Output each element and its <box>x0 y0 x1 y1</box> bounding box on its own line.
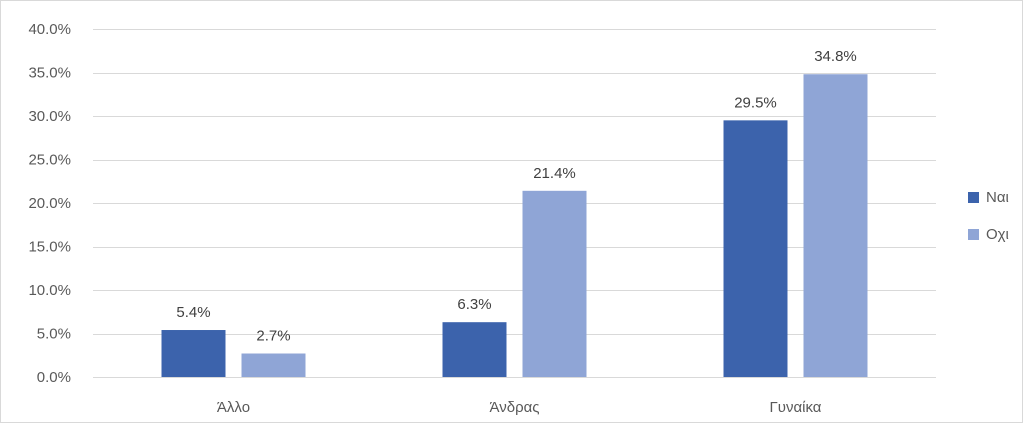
y-tick-label: 20.0% <box>28 195 71 212</box>
x-tick-label: Άνδρας <box>489 399 539 416</box>
y-tick-label: 25.0% <box>28 152 71 169</box>
y-tick-label: 40.0% <box>28 21 71 38</box>
legend-swatch <box>968 229 979 240</box>
data-label: 2.7% <box>256 328 290 345</box>
legend: Ναι Οχι <box>968 189 1009 243</box>
bar <box>724 120 788 377</box>
y-tick-label: 10.0% <box>28 282 71 299</box>
y-tick-label: 30.0% <box>28 108 71 125</box>
x-tick-label: Άλλο <box>217 399 250 416</box>
data-label: 21.4% <box>533 165 576 182</box>
bar <box>162 330 226 377</box>
y-tick-label: 15.0% <box>28 239 71 256</box>
data-label: 34.8% <box>814 48 857 65</box>
y-axis-tick-labels: 0.0% 5.0% 10.0% 15.0% 20.0% 25.0% 30.0% 35.0% 40… <box>28 21 71 386</box>
y-tick-label: 0.0% <box>37 369 71 386</box>
legend-label: Ναι <box>986 189 1009 206</box>
bar <box>804 74 868 377</box>
y-tick-label: 5.0% <box>37 326 71 343</box>
y-tick-label: 35.0% <box>28 65 71 82</box>
data-label: 5.4% <box>176 304 210 321</box>
legend-label: Οχι <box>986 226 1009 243</box>
data-label: 29.5% <box>734 94 777 111</box>
x-tick-label: Γυναίκα <box>770 399 822 416</box>
bar <box>242 354 306 377</box>
data-label: 6.3% <box>457 296 491 313</box>
x-axis-tick-labels: Άλλο Άνδρας Γυναίκα <box>217 399 822 416</box>
bar <box>523 191 587 377</box>
legend-swatch <box>968 192 979 203</box>
bar <box>443 322 507 377</box>
